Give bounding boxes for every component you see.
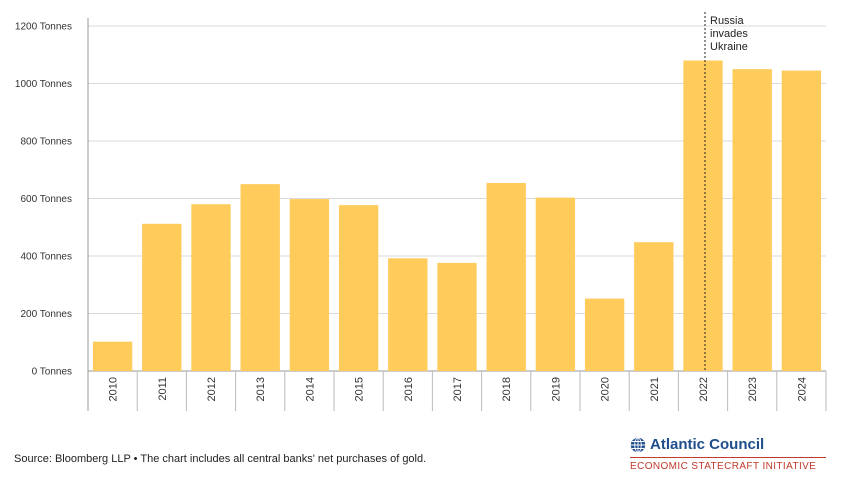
bar-2022 [683,60,723,371]
brand-subtitle: ECONOMIC STATECRAFT INITIATIVE [630,461,817,472]
bar-2014 [289,199,330,371]
annotation-line-3: Ukraine [710,41,748,53]
x-tick-label: 2011 [157,377,169,401]
gold-purchases-chart: 0 Tonnes 200 Tonnes 400 Tonnes 600 Tonnes 80… [15,12,827,411]
bar-2020 [584,298,625,371]
atlantic-council-logo: Atlantic Council ECONOMIC STATECRAFT INI… [630,436,830,472]
x-axis-ticks: 2010 2011 2012 2013 2014 2015 2016 2017 2018 2019… [108,371,827,411]
brand-divider [630,457,826,458]
bar-2016 [388,258,428,371]
bar-2018 [486,182,526,371]
x-tick-label: 2010 [108,377,120,401]
bar-2019 [535,197,576,371]
x-tick-label: 2023 [747,377,759,401]
brand-name: Atlantic Council [650,436,765,453]
globe-icon [630,436,646,453]
y-tick-label: 1200 Tonnes [15,22,72,33]
x-tick-label: 2016 [403,377,415,401]
bar-2010 [92,341,133,371]
x-tick-label: 2022 [698,377,710,401]
x-tick-label: 2024 [796,377,808,401]
y-tick-label: 0 Tonnes [32,367,72,378]
x-tick-label: 2020 [600,377,612,401]
annotation-line-2: invades [710,28,748,40]
bar-2012 [191,204,231,371]
y-tick-label: 200 Tonnes [20,309,72,320]
y-tick-label: 400 Tonnes [20,252,72,263]
annotation: Russia invades Ukraine [704,12,748,371]
annotation-line-1: Russia [710,15,745,27]
bar-2013 [240,184,280,371]
bar-2015 [338,205,379,371]
x-tick-label: 2013 [255,377,267,401]
y-tick-label: 800 Tonnes [20,137,72,148]
x-tick-label: 2018 [501,377,513,401]
bar-2011 [142,223,182,371]
bar-2024 [781,70,822,371]
x-tick-label: 2012 [206,377,218,401]
y-axis-ticks: 0 Tonnes 200 Tonnes 400 Tonnes 600 Tonnes 80… [15,22,72,378]
x-tick-label: 2014 [304,377,316,401]
y-tick-label: 1000 Tonnes [15,79,72,90]
x-tick-label: 2021 [649,377,661,401]
x-tick-label: 2015 [354,377,366,401]
x-tick-label: 2017 [452,377,464,401]
bars [92,60,822,371]
x-tick-label: 2019 [550,377,562,401]
bar-2023 [732,69,772,371]
bar-2021 [634,242,674,371]
bar-2017 [437,262,477,371]
y-tick-label: 600 Tonnes [20,194,72,205]
source-note: Source: Bloomberg LLP • The chart includ… [14,453,427,465]
